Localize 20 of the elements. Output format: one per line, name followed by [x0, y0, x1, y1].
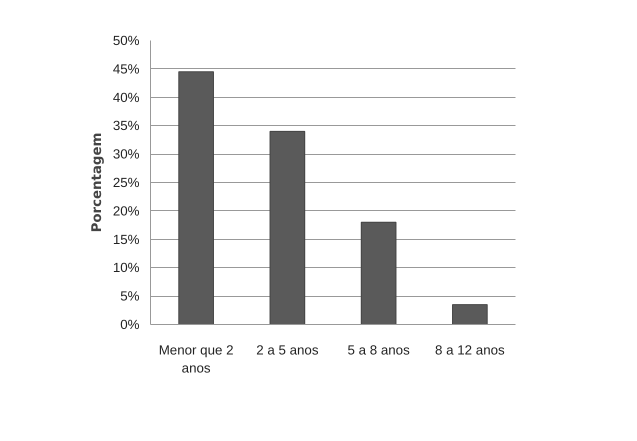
y-tick-label: 15% [112, 232, 140, 247]
y-tick-label: 35% [112, 118, 140, 134]
x-tick-label: 8 a 12 anos [435, 342, 506, 358]
bar [360, 222, 396, 324]
y-tick-label: 20% [112, 203, 140, 218]
bar [178, 71, 214, 324]
bar [452, 304, 488, 324]
y-axis-title: Porcentagem [90, 132, 105, 232]
y-tick-label: 0% [120, 317, 140, 332]
x-tick-label: 2 a 5 anos [256, 342, 319, 358]
x-tick-label: Menor que 2 anos [158, 342, 234, 376]
y-tick-label: 50% [112, 33, 140, 48]
y-tick-label: 5% [120, 288, 140, 304]
y-tick-label: 10% [112, 260, 140, 276]
y-tick-label: 30% [112, 146, 140, 162]
y-tick-label: 40% [112, 90, 140, 105]
x-tick-label: 5 a 8 anos [348, 342, 410, 358]
y-tick-label: 45% [112, 61, 140, 76]
y-tick-label: 25% [112, 175, 140, 190]
bar [270, 130, 306, 324]
